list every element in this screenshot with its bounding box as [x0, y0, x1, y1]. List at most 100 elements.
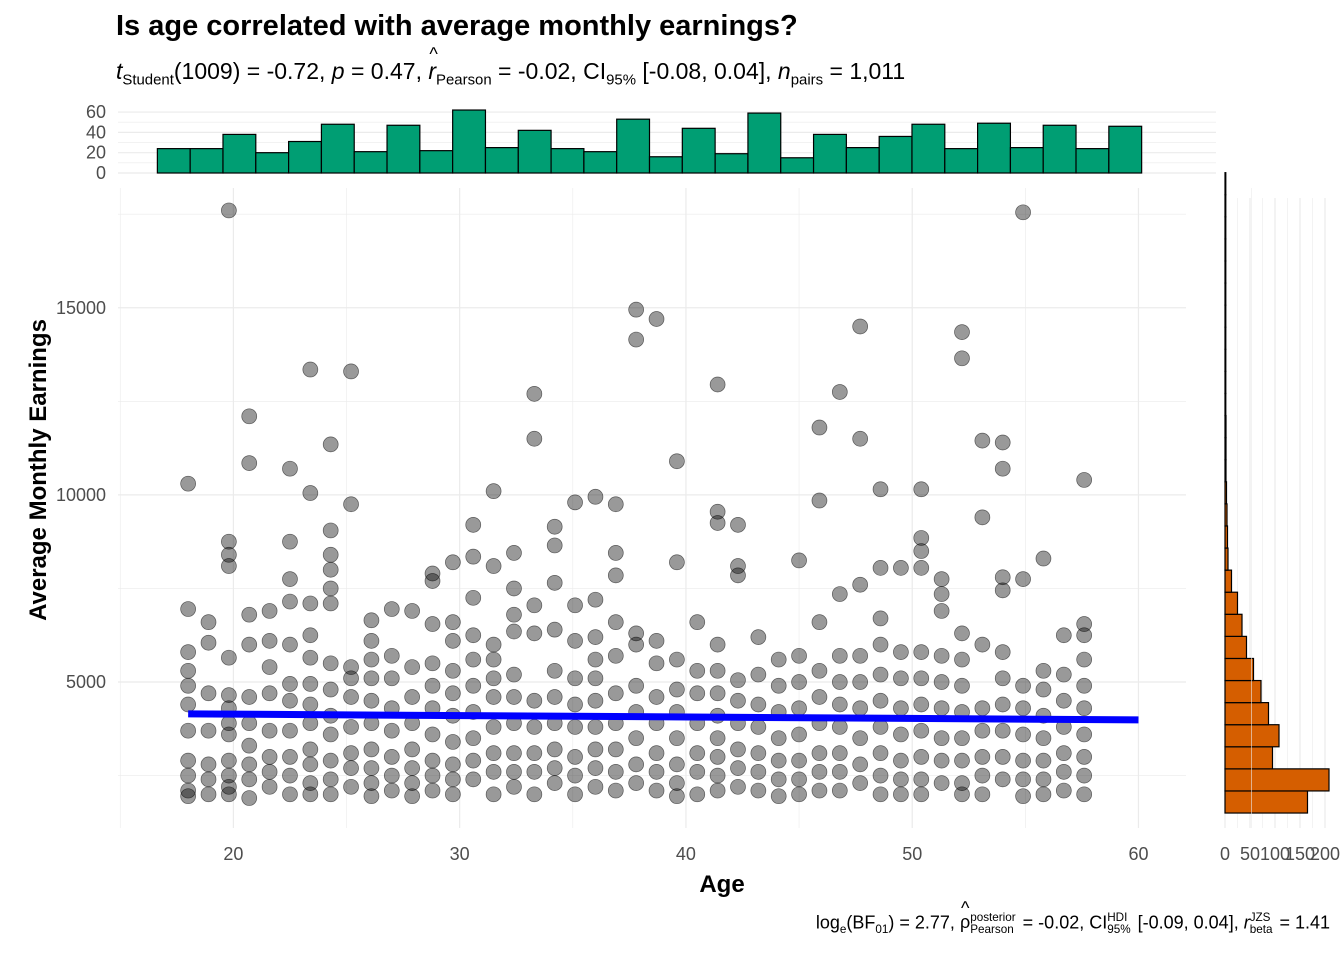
data-point — [607, 782, 624, 799]
subtitle-t-df: (1009) = -0.72, — [173, 58, 332, 84]
age-hist-bar — [583, 151, 618, 174]
data-point — [302, 696, 319, 713]
caption-bf-sub: 01 — [875, 923, 889, 937]
data-point — [322, 752, 339, 769]
data-point — [424, 655, 441, 672]
data-point — [526, 745, 543, 761]
data-point — [322, 546, 339, 563]
data-point — [221, 687, 237, 703]
x-tick-label: 60 — [1128, 844, 1148, 864]
data-point — [628, 756, 645, 773]
data-point — [628, 730, 645, 747]
data-point — [343, 760, 359, 776]
earnings-hist-bar — [1224, 326, 1227, 350]
data-point — [933, 674, 950, 690]
data-point — [282, 533, 298, 550]
data-point — [404, 775, 421, 791]
data-point — [689, 614, 706, 631]
data-point — [282, 571, 298, 587]
data-point — [750, 719, 767, 735]
data-point — [383, 782, 400, 799]
data-point — [893, 726, 909, 743]
data-point — [730, 672, 746, 689]
data-point — [465, 627, 482, 644]
data-point — [933, 603, 950, 619]
data-point — [913, 722, 930, 739]
earnings-hist-bar — [1224, 481, 1228, 505]
data-point — [893, 700, 909, 717]
data-point — [302, 361, 319, 378]
earnings-hist-bar — [1224, 370, 1227, 395]
data-point — [241, 408, 258, 425]
data-point — [669, 788, 685, 805]
data-point — [831, 384, 848, 400]
data-point — [322, 595, 339, 612]
age-hist-bar — [386, 124, 421, 174]
caption-r-symbol: r — [1243, 912, 1250, 933]
data-point — [852, 576, 869, 593]
data-point — [628, 775, 645, 791]
data-point — [587, 629, 604, 645]
earnings-hist-bar — [1224, 547, 1229, 571]
data-point — [1076, 767, 1093, 784]
data-point — [1055, 782, 1072, 799]
data-point — [465, 730, 482, 747]
chart-subtitle: tStudent(1009) = -0.72, p = 0.47, rPears… — [116, 58, 905, 89]
data-point — [465, 651, 482, 668]
data-point — [913, 670, 930, 687]
data-point — [689, 786, 706, 803]
data-point — [770, 752, 787, 769]
data-point — [954, 651, 970, 668]
age-hist-bar — [517, 129, 552, 174]
earnings-hist-bar — [1224, 702, 1270, 726]
data-point — [1015, 204, 1031, 221]
earnings-hist-bar — [1224, 746, 1274, 770]
data-point — [587, 692, 604, 709]
data-point — [282, 636, 298, 653]
data-point — [730, 558, 746, 574]
data-point — [241, 715, 258, 732]
subtitle-ci-sub: 95% — [606, 71, 636, 89]
data-point — [689, 764, 706, 780]
data-point — [302, 676, 319, 692]
data-point — [261, 633, 278, 649]
age-hist-bar — [288, 140, 323, 174]
data-point — [567, 749, 583, 765]
data-point — [1035, 730, 1052, 747]
data-point — [200, 756, 217, 773]
data-point — [628, 301, 645, 318]
data-point — [872, 767, 889, 784]
data-point — [669, 681, 685, 698]
caption-log-sub: e — [839, 923, 847, 937]
data-point — [587, 778, 604, 795]
data-point — [750, 782, 767, 799]
earnings-hist-bar — [1224, 216, 1227, 240]
data-point — [933, 586, 950, 602]
data-point — [221, 752, 237, 769]
data-point — [994, 749, 1011, 765]
data-point — [302, 786, 319, 803]
data-point — [180, 696, 196, 713]
data-point — [302, 485, 319, 501]
data-point — [669, 554, 685, 571]
data-point — [1076, 677, 1093, 694]
side-tick-label: 0 — [1220, 844, 1230, 864]
data-point — [200, 722, 217, 739]
data-point — [587, 741, 604, 758]
data-point — [343, 745, 359, 761]
data-point — [404, 788, 421, 805]
data-point — [506, 745, 522, 761]
data-point — [933, 647, 950, 664]
regression-line-group — [188, 710, 1139, 724]
data-point — [445, 756, 461, 773]
data-point — [526, 719, 543, 735]
top-tick-label: 0 — [96, 163, 106, 183]
data-point — [546, 741, 563, 758]
data-point — [811, 662, 828, 679]
data-point — [363, 788, 380, 805]
data-point — [261, 603, 278, 619]
data-point — [913, 696, 930, 713]
